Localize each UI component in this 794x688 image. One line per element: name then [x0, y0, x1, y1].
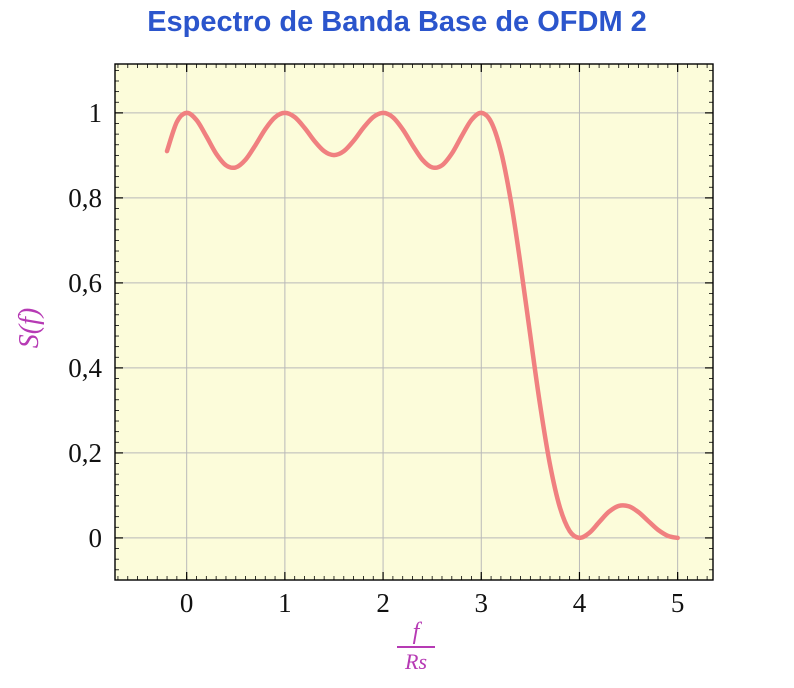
y-tick-label: 0,6 — [68, 268, 102, 298]
x-axis-label: f Rs — [397, 619, 435, 675]
x-tick-label: 4 — [573, 588, 587, 618]
x-tick-label: 1 — [278, 588, 292, 618]
x-axis-label-numerator: f — [412, 619, 420, 645]
axis-frame — [114, 63, 714, 581]
x-tick-label: 0 — [180, 588, 194, 618]
y-axis-label: S(f) — [14, 307, 45, 349]
chart-title: Espectro de Banda Base de OFDM 2 — [147, 6, 647, 38]
y-tick-label: 0,2 — [68, 438, 102, 468]
x-tick-label: 2 — [376, 588, 390, 618]
x-tick-label: 5 — [671, 588, 685, 618]
x-axis-label-denominator: Rs — [405, 649, 427, 675]
fraction-bar-icon — [397, 646, 435, 649]
y-tick-label: 1 — [89, 98, 103, 128]
x-tick-label: 3 — [475, 588, 489, 618]
y-tick-label: 0 — [89, 523, 103, 553]
y-tick-label: 0,4 — [68, 353, 102, 383]
y-tick-label: 0,8 — [68, 183, 102, 213]
plot-background — [115, 64, 713, 580]
spectrum-curve — [164, 110, 680, 541]
